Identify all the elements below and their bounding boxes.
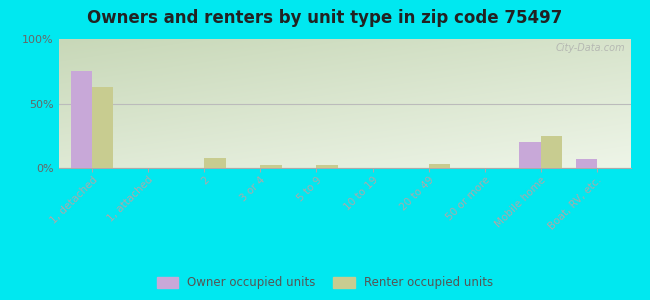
- Bar: [575, 159, 597, 168]
- Bar: [71, 71, 92, 168]
- Bar: [541, 136, 562, 168]
- Bar: [204, 158, 226, 168]
- Bar: [317, 165, 338, 168]
- Text: City-Data.com: City-Data.com: [555, 43, 625, 53]
- Bar: [92, 87, 114, 168]
- Bar: [428, 164, 450, 168]
- Bar: [519, 142, 541, 168]
- Text: Owners and renters by unit type in zip code 75497: Owners and renters by unit type in zip c…: [87, 9, 563, 27]
- Legend: Owner occupied units, Renter occupied units: Owner occupied units, Renter occupied un…: [152, 272, 498, 294]
- Bar: [261, 165, 281, 168]
